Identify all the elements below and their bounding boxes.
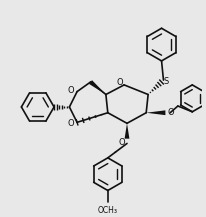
Text: O: O <box>119 138 125 147</box>
Text: OCH₃: OCH₃ <box>98 206 118 215</box>
Text: O: O <box>68 86 74 95</box>
Polygon shape <box>125 123 129 139</box>
Polygon shape <box>89 80 106 94</box>
Text: O: O <box>116 79 123 87</box>
Text: S: S <box>164 77 169 85</box>
Polygon shape <box>146 110 165 115</box>
Text: O: O <box>167 108 174 117</box>
Text: O: O <box>68 119 74 128</box>
